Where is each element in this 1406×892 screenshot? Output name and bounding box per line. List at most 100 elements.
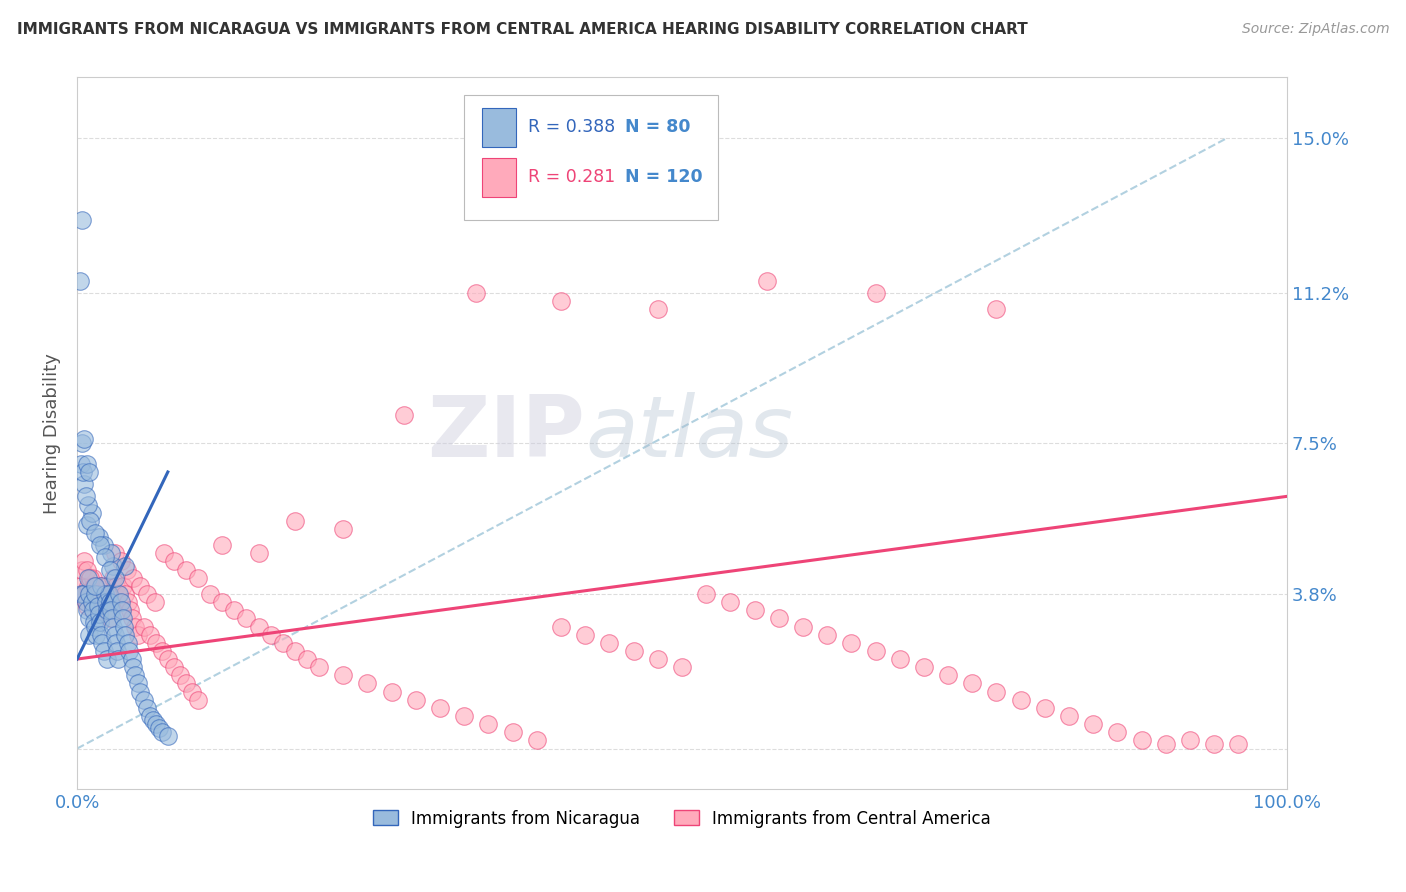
Point [1227, 738, 1250, 752]
Point [112, 611, 135, 625]
Point [1204, 738, 1226, 752]
Point [104, 571, 127, 585]
Point [815, 628, 838, 642]
Point [156, 729, 179, 743]
Point [108, 587, 131, 601]
Point [1154, 738, 1177, 752]
Point [671, 660, 693, 674]
Point [94, 587, 117, 601]
Point [986, 684, 1008, 698]
Y-axis label: Hearing Disability: Hearing Disability [44, 353, 60, 514]
Point [356, 676, 378, 690]
Point [132, 692, 155, 706]
Point [259, 628, 281, 642]
Point [84, 526, 107, 541]
Point [127, 676, 149, 690]
Point [73, 477, 96, 491]
Point [86, 628, 108, 642]
Point [104, 636, 127, 650]
Point [936, 668, 959, 682]
Point [76, 457, 98, 471]
Point [82, 603, 104, 617]
Point [94, 595, 117, 609]
Point [94, 550, 117, 565]
Point [247, 619, 270, 633]
Point [79, 514, 101, 528]
Point [114, 587, 136, 601]
Point [181, 684, 204, 698]
Point [156, 652, 179, 666]
Point [96, 603, 118, 617]
Point [308, 660, 330, 674]
Point [174, 563, 197, 577]
Point [77, 579, 100, 593]
Point [138, 628, 160, 642]
Bar [482, 158, 516, 196]
Point [96, 652, 118, 666]
Point [94, 603, 117, 617]
Point [121, 611, 143, 625]
Point [744, 603, 766, 617]
Point [91, 636, 114, 650]
Point [77, 611, 100, 625]
Point [132, 619, 155, 633]
Point [96, 579, 118, 593]
Point [124, 668, 146, 682]
Point [80, 595, 103, 609]
Text: ZIP: ZIP [427, 392, 585, 475]
Text: Source: ZipAtlas.com: Source: ZipAtlas.com [1241, 22, 1389, 37]
Point [75, 595, 97, 609]
Point [97, 587, 120, 601]
Point [405, 692, 427, 706]
Point [187, 571, 209, 585]
Point [72, 587, 94, 601]
Point [103, 558, 125, 573]
Point [80, 506, 103, 520]
Point [120, 603, 142, 617]
Point [77, 571, 100, 585]
Point [332, 522, 354, 536]
Point [100, 595, 122, 609]
Bar [482, 108, 516, 147]
Point [121, 571, 143, 585]
Point [163, 660, 186, 674]
Point [93, 644, 115, 658]
Point [1057, 709, 1080, 723]
Point [101, 611, 124, 625]
Point [145, 636, 167, 650]
Point [1033, 701, 1056, 715]
Point [73, 587, 96, 601]
Point [623, 644, 645, 658]
Point [962, 676, 984, 690]
Point [502, 725, 524, 739]
Point [392, 408, 415, 422]
Point [110, 595, 132, 609]
Point [465, 285, 488, 300]
Point [598, 636, 620, 650]
Point [90, 579, 112, 593]
Point [84, 579, 107, 593]
Point [87, 607, 110, 622]
Point [89, 538, 111, 552]
Point [332, 668, 354, 682]
Point [104, 628, 127, 642]
Point [153, 546, 176, 560]
Point [87, 595, 110, 609]
Point [295, 652, 318, 666]
Point [82, 571, 104, 585]
Point [211, 595, 233, 609]
Point [72, 465, 94, 479]
Point [118, 644, 141, 658]
Point [73, 554, 96, 568]
Point [77, 587, 100, 601]
Point [114, 628, 136, 642]
Point [1083, 717, 1105, 731]
Point [429, 701, 451, 715]
Point [72, 587, 94, 601]
Point [163, 554, 186, 568]
Text: atlas: atlas [585, 392, 793, 475]
Point [79, 571, 101, 585]
Point [198, 587, 221, 601]
Point [115, 563, 138, 577]
Point [97, 587, 120, 601]
